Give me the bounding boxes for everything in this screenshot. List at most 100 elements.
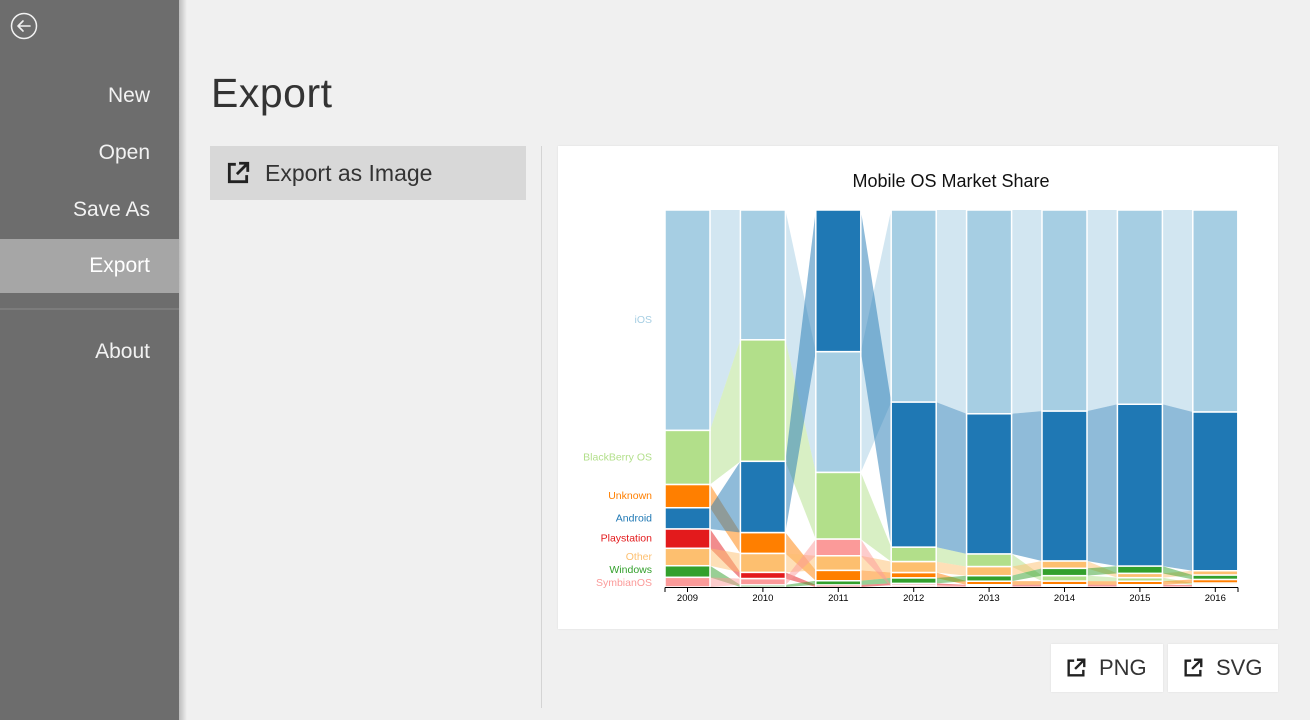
ribbon-blackberry-os-2011 bbox=[860, 472, 892, 562]
ribbon-ios-2012 bbox=[936, 210, 967, 414]
x-tick-label-2016: 2016 bbox=[1205, 593, 1226, 604]
series-label-windows: Windows bbox=[609, 564, 652, 576]
bar-blackberry-os-2011 bbox=[815, 471, 862, 540]
chart-preview: Mobile OS Market Share iOS BlackBerry OS U… bbox=[558, 146, 1278, 629]
ribbon-playstation-2014 bbox=[1087, 584, 1118, 586]
bar-windows-2012 bbox=[890, 577, 937, 585]
back-arrow-icon[interactable] bbox=[10, 12, 38, 40]
bar-unknown-2009 bbox=[664, 483, 711, 509]
bar-ios-2012 bbox=[890, 209, 937, 403]
chart-svg: Mobile OS Market Share iOS BlackBerry OS U… bbox=[583, 171, 1239, 604]
sidebar-item-open[interactable]: Open bbox=[98, 141, 150, 164]
bar-ios-2009 bbox=[664, 209, 711, 432]
ribbon-ios-2014 bbox=[1087, 210, 1118, 412]
bar-symbianos-2009 bbox=[664, 576, 711, 588]
bar-blackberry-os-2013 bbox=[965, 553, 1013, 568]
sidebar-item-save-as[interactable]: Save As bbox=[72, 198, 150, 221]
bar-ios-2013 bbox=[965, 209, 1013, 415]
bar-other-2014 bbox=[1041, 560, 1088, 570]
png-button[interactable]: PNG bbox=[1051, 644, 1163, 692]
sidebar-item-about[interactable]: About bbox=[95, 340, 150, 363]
export-as-image-label: Export as Image bbox=[265, 159, 433, 186]
x-tick-label-2011: 2011 bbox=[828, 593, 848, 604]
sidebar-item-new[interactable]: New bbox=[107, 84, 150, 107]
x-tick-label-2014: 2014 bbox=[1054, 593, 1075, 604]
bar-symbianos-2010 bbox=[739, 577, 787, 586]
sidebar-divider bbox=[0, 308, 179, 310]
bar-playstation-2009 bbox=[664, 528, 711, 550]
ribbon-unknown-2013 bbox=[1011, 581, 1042, 585]
series-label-playstation: Playstation bbox=[601, 533, 653, 545]
export-as-image-option[interactable]: Export as Image bbox=[210, 146, 526, 200]
bar-symbianos-2012 bbox=[890, 584, 937, 588]
ribbon-symbianos-2014 bbox=[1087, 585, 1118, 587]
bar-symbianos-2015 bbox=[1116, 585, 1164, 588]
png-button-label: PNG bbox=[1099, 655, 1147, 680]
bar-blackberry-os-2012 bbox=[890, 546, 937, 563]
series-label-symbianos: SymbianOS bbox=[596, 577, 652, 589]
ribbon-android-2012 bbox=[936, 402, 967, 554]
series-label-android: Android bbox=[616, 512, 652, 524]
chart-x-axis: 2009 2010 2011 2012 2013 2014 2015 2016 bbox=[664, 587, 1239, 604]
ribbon-unknown-2015 bbox=[1162, 579, 1193, 585]
bar-android-2010 bbox=[739, 460, 787, 534]
bar-symbianos-2011 bbox=[815, 538, 862, 557]
chart-ribbons bbox=[710, 210, 1193, 587]
ribbon-playstation-2012 bbox=[936, 583, 967, 586]
ribbon-android-2010 bbox=[785, 210, 816, 533]
svg-button-label: SVG bbox=[1216, 655, 1263, 680]
ribbon-ios-2009 bbox=[710, 210, 741, 431]
bar-android-2012 bbox=[890, 401, 937, 548]
page-title: Export bbox=[211, 70, 333, 116]
bar-windows-2013 bbox=[965, 574, 1013, 582]
bar-other-2011 bbox=[815, 555, 862, 572]
x-tick-label-2009: 2009 bbox=[677, 593, 698, 604]
ribbon-playstation-2015 bbox=[1162, 584, 1193, 586]
ribbon-ios-2015 bbox=[1162, 210, 1193, 413]
ribbon-symbianos-2009 bbox=[710, 577, 741, 587]
bar-windows-2009 bbox=[664, 564, 711, 579]
chart-bars bbox=[664, 209, 1239, 588]
ribbon-windows-2015 bbox=[1162, 566, 1193, 580]
ribbon-windows-2012 bbox=[936, 575, 967, 584]
series-label-other: Other bbox=[626, 551, 653, 563]
chart-series-labels: iOS BlackBerry OS Unknown Android Playstatio… bbox=[583, 314, 652, 589]
ribbon-unknown-2014 bbox=[1087, 581, 1118, 585]
bar-symbianos-2014 bbox=[1041, 585, 1088, 588]
ribbon-other-2009 bbox=[710, 548, 741, 573]
bar-ios-2014 bbox=[1041, 209, 1088, 412]
ribbon-blackberry-os-2009 bbox=[710, 339, 741, 485]
ribbon-playstation-2013 bbox=[1011, 584, 1042, 586]
bar-blackberry-os-2009 bbox=[664, 429, 711, 486]
ribbon-windows-2014 bbox=[1087, 566, 1118, 576]
ribbon-symbianos-2010 bbox=[785, 539, 816, 585]
bar-blackberry-os-2014 bbox=[1041, 574, 1088, 582]
bar-windows-2011 bbox=[815, 580, 862, 586]
ribbon-symbianos-2012 bbox=[936, 585, 967, 587]
ribbon-symbianos-2011 bbox=[860, 539, 892, 587]
ribbon-android-2014 bbox=[1087, 404, 1118, 567]
bar-unknown-2011 bbox=[815, 569, 862, 582]
ribbon-other-2013 bbox=[1011, 561, 1042, 576]
bar-android-2016 bbox=[1192, 411, 1239, 572]
bar-android-2014 bbox=[1041, 410, 1088, 562]
bar-windows-2015 bbox=[1116, 565, 1164, 575]
ribbon-blackberry-os-2014 bbox=[1087, 575, 1118, 582]
bar-playstation-2010 bbox=[739, 571, 787, 580]
svg-button[interactable]: SVG bbox=[1168, 644, 1278, 692]
bar-android-2011 bbox=[815, 209, 862, 353]
bar-other-2009 bbox=[664, 547, 711, 567]
bar-ios-2011 bbox=[815, 350, 862, 474]
x-tick-label-2012: 2012 bbox=[903, 593, 924, 604]
ribbon-ios-2013 bbox=[1011, 210, 1042, 414]
series-label-ios: iOS bbox=[634, 314, 652, 326]
ribbon-android-2009 bbox=[710, 461, 741, 533]
bar-ios-2010 bbox=[739, 209, 787, 341]
sidebar-item-export[interactable]: Export bbox=[0, 239, 179, 293]
chart-title: Mobile OS Market Share bbox=[852, 171, 1049, 191]
bar-android-2013 bbox=[965, 413, 1013, 555]
ribbon-blackberry-os-2012 bbox=[936, 547, 967, 567]
ribbon-symbianos-2013 bbox=[1011, 585, 1042, 587]
ribbon-playstation-2011 bbox=[860, 583, 892, 587]
vertical-divider bbox=[541, 146, 542, 708]
